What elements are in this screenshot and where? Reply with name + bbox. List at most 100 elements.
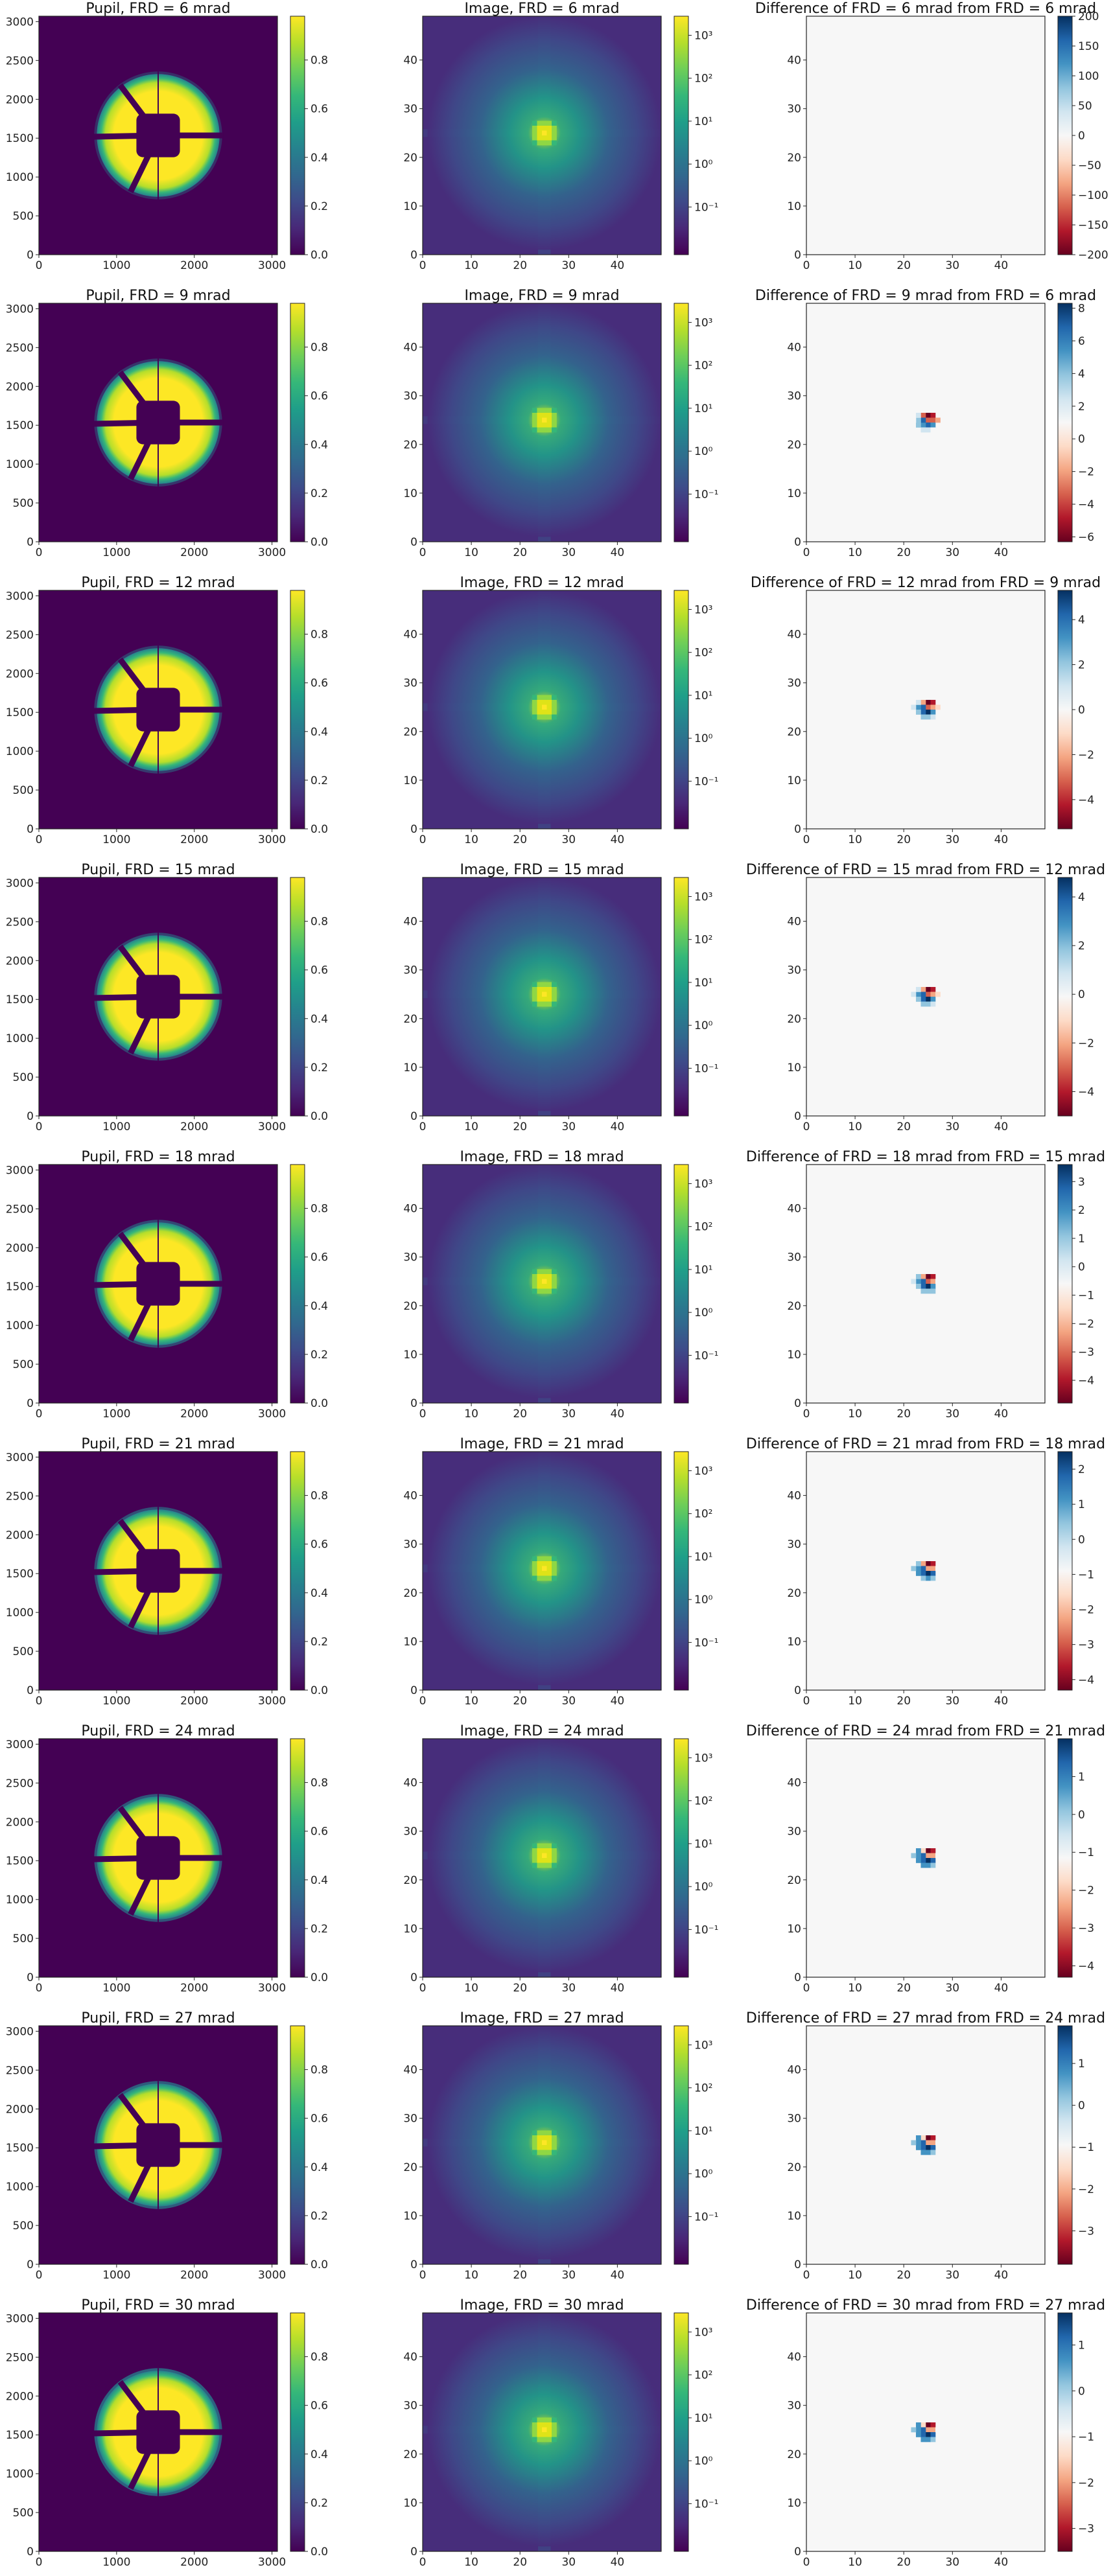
colorbar-tick-label: 0.0 xyxy=(310,2258,328,2271)
central-obstruction xyxy=(136,400,180,445)
y-tick-label: 0 xyxy=(794,249,801,262)
residual-pixel xyxy=(930,1288,936,1294)
psf-core-pixel xyxy=(542,130,547,136)
psf-core-pixel xyxy=(552,1269,557,1275)
y-tick-label: 10 xyxy=(787,200,801,213)
axes-frame xyxy=(422,1451,662,1691)
x-tick-label: 30 xyxy=(945,1695,959,1708)
pupil-panel: Pupil, FRD = 27 mrad 0 1000 2000 3000 0 500 100… xyxy=(6,2010,328,2282)
residual-pixel xyxy=(920,997,926,1002)
residual-pixel xyxy=(926,1001,931,1007)
psf-core-pixel xyxy=(546,1571,552,1576)
psf-core-pixel xyxy=(532,699,537,705)
y-tick-label: 20 xyxy=(403,1300,417,1313)
y-tick-label: 30 xyxy=(403,964,417,977)
psf-core-pixel xyxy=(546,1279,552,1284)
residual-pixel xyxy=(930,417,936,423)
residual-pixel xyxy=(915,2145,921,2150)
y-tick-label: 2500 xyxy=(6,342,34,354)
y-tick-label: 20 xyxy=(787,2161,801,2174)
central-obstruction xyxy=(136,2410,180,2454)
psf-core-pixel xyxy=(537,2130,543,2136)
psf-core-pixel xyxy=(546,2135,552,2141)
panel-title: Pupil, FRD = 30 mrad xyxy=(81,2297,235,2314)
x-tick-label: 30 xyxy=(561,1982,576,1995)
psf-core-pixel xyxy=(552,423,557,428)
x-tick-label: 2000 xyxy=(180,546,208,559)
central-obstruction xyxy=(136,113,180,157)
colorbar-tick-label: 0.4 xyxy=(310,1587,328,1600)
x-tick-label: 0 xyxy=(803,833,810,846)
psf-core-pixel xyxy=(546,2150,552,2155)
x-tick-label: 1000 xyxy=(102,1408,130,1421)
psf-core-pixel xyxy=(542,986,547,992)
colorbar-tick-label: 10⁰ xyxy=(694,2455,713,2468)
y-tick-label: 20 xyxy=(787,1300,801,1313)
axes-frame xyxy=(422,1738,662,1978)
psf-core-pixel xyxy=(546,1566,552,1572)
psf-core-pixel xyxy=(546,1288,552,1294)
residual-pixel xyxy=(920,2135,926,2141)
residual-pixel xyxy=(926,714,931,720)
psf-core-pixel xyxy=(537,1862,543,1868)
psf-core-pixel xyxy=(532,1288,537,1294)
psf-core-pixel xyxy=(537,1575,543,1581)
residual-pixel xyxy=(935,2427,941,2433)
panel-title: Pupil, FRD = 18 mrad xyxy=(81,1149,235,1165)
panel-title: Pupil, FRD = 21 mrad xyxy=(81,1436,235,1452)
colorbar-tick-label: 0.2 xyxy=(310,774,328,787)
psf-core-pixel xyxy=(537,2145,543,2150)
y-tick-label: 1500 xyxy=(6,2142,34,2155)
colorbar-tick-label: −200 xyxy=(1078,249,1108,262)
colorbar-tick-label: 10⁻¹ xyxy=(694,775,718,788)
x-tick-label: 30 xyxy=(561,259,576,272)
axes-frame xyxy=(806,2312,1046,2552)
y-tick-label: 30 xyxy=(787,103,801,116)
colorbar-tick-label: 10⁻¹ xyxy=(694,1636,718,1649)
y-tick-label: 40 xyxy=(403,342,417,354)
y-tick-label: 20 xyxy=(403,152,417,165)
y-tick-label: 10 xyxy=(403,1062,417,1074)
x-tick-label: 1000 xyxy=(102,259,130,272)
residual-pixel xyxy=(926,2135,931,2141)
psf-core-pixel xyxy=(552,1853,557,1859)
colorbar xyxy=(674,2025,689,2265)
difference-panel: Difference of FRD = 30 mrad from FRD = 2… xyxy=(746,2297,1105,2569)
psf-core-pixel xyxy=(532,1843,537,1849)
y-tick-label: 3000 xyxy=(6,2025,34,2038)
residual-pixel xyxy=(930,714,936,720)
residual-pixel xyxy=(926,699,931,705)
y-tick-label: 30 xyxy=(787,1538,801,1551)
psf-core-pixel xyxy=(552,714,557,720)
psf-core-pixel xyxy=(542,1269,547,1275)
residual-pixel xyxy=(935,992,941,997)
colorbar-tick-label: 200 xyxy=(1078,10,1099,23)
psf-core-pixel xyxy=(537,140,543,146)
x-tick-label: 10 xyxy=(848,1695,862,1708)
colorbar-tick-label: 0.0 xyxy=(310,1971,328,1984)
psf-core-pixel xyxy=(532,695,537,701)
psf-core-pixel xyxy=(552,1571,557,1576)
colorbar-tick-label: 0.6 xyxy=(310,677,328,690)
psf-core-pixel xyxy=(532,1279,537,1284)
x-tick-label: 20 xyxy=(896,546,911,559)
colorbar-tick-label: 10³ xyxy=(694,29,712,42)
psf-core-pixel xyxy=(552,1566,557,1572)
y-tick-label: 20 xyxy=(787,1587,801,1600)
axes-frame xyxy=(422,16,662,255)
residual-pixel xyxy=(920,986,926,992)
colorbar-tick-label: 10² xyxy=(694,360,712,373)
y-tick-label: 0 xyxy=(410,823,417,836)
panel-title: Difference of FRD = 30 mrad from FRD = 2… xyxy=(746,2297,1105,2314)
difference-panel: Difference of FRD = 24 mrad from FRD = 2… xyxy=(746,1723,1105,1995)
residual-pixel xyxy=(915,1858,921,1863)
residual-pixel xyxy=(926,1858,931,1863)
psf-core-pixel xyxy=(542,1571,547,1576)
residual-pixel xyxy=(930,1858,936,1863)
central-obstruction xyxy=(136,1549,180,1593)
panel-title: Difference of FRD = 24 mrad from FRD = 2… xyxy=(746,1723,1105,1739)
colorbar-tick-label: −2 xyxy=(1078,748,1094,761)
psf-core-pixel xyxy=(546,1269,552,1275)
colorbar-tick-label: 4 xyxy=(1078,367,1085,380)
y-tick-label: 0 xyxy=(410,1110,417,1123)
